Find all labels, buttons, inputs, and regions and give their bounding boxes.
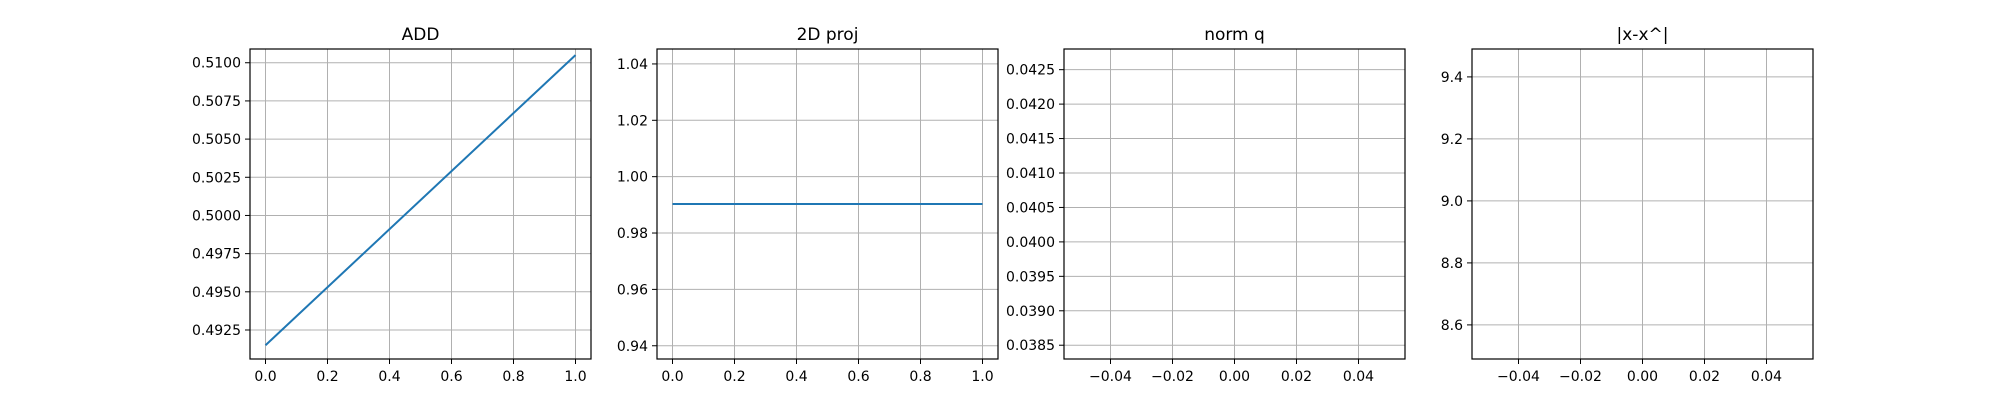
y-tick-label: 8.8 — [1441, 256, 1463, 272]
y-tick-label: 9.0 — [1441, 194, 1463, 210]
x-tick-label: 1.0 — [971, 369, 993, 385]
subplot-title: norm q — [1204, 25, 1265, 45]
y-tick-label: 0.0410 — [1006, 166, 1055, 182]
y-tick-label: 0.4950 — [192, 285, 241, 301]
subplot-4: |x-x^| −0.04 −0.02 0.00 0.02 0.04 8.6 8.8 9.0 9.2… — [1441, 25, 1814, 385]
x-tick-label: 0.6 — [847, 369, 869, 385]
x-tick-label: 0.8 — [502, 369, 524, 385]
subplot-2: 2D proj 0.0 0.2 0.4 0.6 0.8 1.0 0.94 0.96 0.98 1.0… — [617, 25, 999, 385]
y-tick-label: 0.96 — [617, 282, 648, 298]
x-tick-label: 0.02 — [1689, 369, 1720, 385]
x-tick-label: 0.04 — [1751, 369, 1782, 385]
x-tick-label: 0.4 — [785, 369, 807, 385]
x-tick-label: 0.00 — [1627, 369, 1658, 385]
x-tick-label: 1.0 — [564, 369, 586, 385]
x-tick-label: −0.04 — [1497, 369, 1540, 385]
y-tick-label: 0.4925 — [192, 323, 241, 339]
y-tick-label: 0.0415 — [1006, 132, 1055, 148]
y-tick-label: 0.94 — [617, 339, 648, 355]
x-tick-label: 0.6 — [440, 369, 462, 385]
x-tick-label: 0.2 — [723, 369, 745, 385]
x-tick-label: 0.00 — [1219, 369, 1250, 385]
y-tick-label: 0.5075 — [192, 94, 241, 110]
y-tick-label: 9.4 — [1441, 70, 1463, 86]
y-tick-label: 0.0390 — [1006, 304, 1055, 320]
y-tick-label: 1.00 — [617, 170, 648, 186]
subplot-1: ADD 0.0 0.2 0.4 0.6 0.8 1.0 0.4925 0.4950 0.4975 0… — [192, 25, 592, 385]
y-tick-label: 0.0385 — [1006, 338, 1055, 354]
x-tick-label: −0.02 — [1559, 369, 1602, 385]
y-tick-label: 1.02 — [617, 113, 648, 129]
y-tick-label: 0.0425 — [1006, 63, 1055, 79]
y-tick-label: 0.0420 — [1006, 97, 1055, 113]
y-tick-label: 0.0405 — [1006, 200, 1055, 216]
y-tick-label: 0.5025 — [192, 170, 241, 186]
axes-frame — [656, 48, 999, 360]
x-tick-label: 0.2 — [316, 369, 338, 385]
x-tick-label: 0.04 — [1343, 369, 1374, 385]
y-tick-label: 1.04 — [617, 57, 648, 73]
y-tick-label: 9.2 — [1441, 132, 1463, 148]
x-tick-label: 0.4 — [378, 369, 400, 385]
x-tick-label: −0.04 — [1089, 369, 1132, 385]
subplot-3: norm q −0.04 −0.02 0.00 0.02 0.04 0.0385 0.0390… — [1006, 25, 1406, 385]
axes-frame — [249, 48, 592, 360]
axes-frame — [1471, 48, 1814, 360]
y-tick-label: 0.98 — [617, 226, 648, 242]
y-tick-label: 0.0395 — [1006, 269, 1055, 285]
x-tick-label: 0.0 — [254, 369, 276, 385]
y-tick-label: 0.5100 — [192, 56, 241, 72]
y-tick-label: 0.0400 — [1006, 235, 1055, 251]
subplot-title: ADD — [402, 25, 440, 45]
y-tick-label: 0.5000 — [192, 208, 241, 224]
x-tick-label: 0.02 — [1281, 369, 1312, 385]
subplot-title: |x-x^| — [1617, 25, 1669, 45]
y-tick-label: 8.6 — [1441, 318, 1463, 334]
axes-frame — [1063, 48, 1406, 360]
y-tick-label: 0.4975 — [192, 247, 241, 263]
x-tick-label: 0.0 — [661, 369, 683, 385]
y-tick-label: 0.5050 — [192, 132, 241, 148]
series-line-1 — [264, 54, 577, 346]
x-tick-label: −0.02 — [1151, 369, 1194, 385]
x-tick-label: 0.8 — [909, 369, 931, 385]
subplot-title: 2D proj — [797, 25, 859, 45]
